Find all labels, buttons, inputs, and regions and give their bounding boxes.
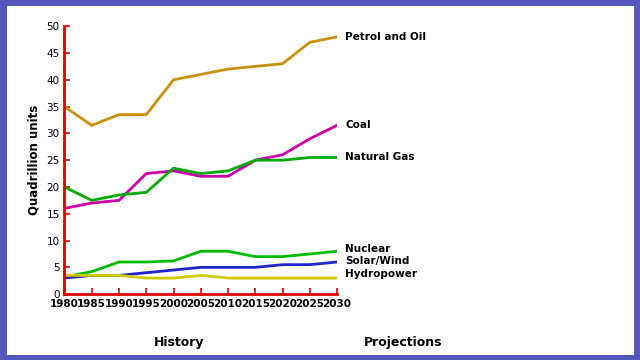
Text: History: History — [154, 336, 204, 348]
Text: Hydropower: Hydropower — [346, 269, 417, 279]
Text: Solar/Wind: Solar/Wind — [346, 256, 410, 266]
Text: Projections: Projections — [364, 336, 442, 348]
Text: Nuclear: Nuclear — [346, 244, 390, 253]
Text: Coal: Coal — [346, 120, 371, 130]
Text: Natural Gas: Natural Gas — [346, 153, 415, 162]
Y-axis label: Quadrillion units: Quadrillion units — [28, 105, 41, 215]
Text: Petrol and Oil: Petrol and Oil — [346, 32, 426, 42]
